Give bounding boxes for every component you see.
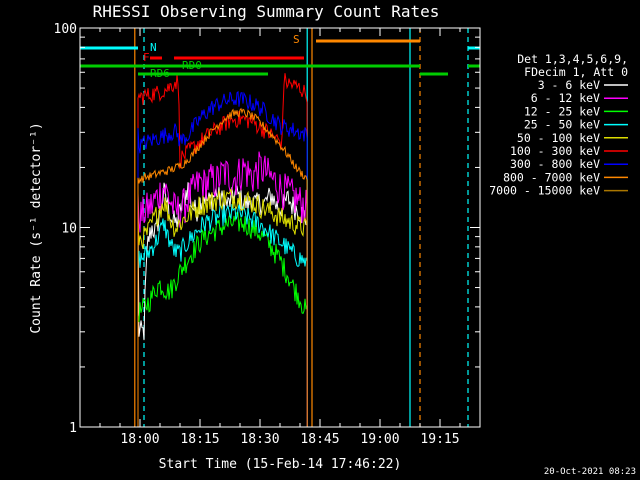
- flag-label-f: F: [143, 51, 150, 64]
- legend-label-0: 3 - 6 keV: [538, 78, 600, 92]
- legend: Det 1,3,4,5,6,9, FDecim 1, Att 0 3 - 6 k…: [489, 52, 628, 198]
- flag-label-rd6: RD6: [150, 67, 170, 80]
- x-tick-label-1: 18:15: [180, 432, 219, 447]
- flag-label-s: S: [293, 33, 300, 46]
- plot-area: [134, 28, 469, 428]
- legend-label-2: 12 - 25 keV: [524, 104, 600, 118]
- series-line-7: [137, 107, 308, 428]
- legend-label-5: 100 - 300 keV: [510, 144, 600, 158]
- x-axis-label: Start Time (15-Feb-14 17:46:22): [159, 457, 402, 472]
- y-tick-label-0: 1: [69, 421, 77, 436]
- flag-bars: N S F RD0 RD6: [80, 33, 480, 80]
- x-tick-label-5: 19:15: [420, 432, 459, 447]
- x-tick-label-2: 18:30: [240, 432, 279, 447]
- legend-label-7: 800 - 7000 keV: [503, 170, 600, 184]
- series-line-2: [137, 212, 308, 428]
- timestamp: 20-Oct-2021 08:23: [544, 467, 636, 477]
- series-line-1: [137, 151, 308, 428]
- series-line-6: [137, 90, 308, 428]
- legend-label-4: 50 - 100 keV: [517, 131, 600, 145]
- flag-label-n: N: [150, 41, 157, 54]
- legend-header-line-1: Det 1,3,4,5,6,9,: [517, 52, 628, 66]
- legend-label-6: 300 - 800 keV: [510, 157, 600, 171]
- legend-label-8: 7000 - 15000 keV: [489, 184, 600, 198]
- x-tick-label-3: 18:45: [300, 432, 339, 447]
- y-tick-label-1: 10: [61, 222, 77, 237]
- x-tick-label-0: 18:00: [120, 432, 159, 447]
- x-tick-label-4: 19:00: [360, 432, 399, 447]
- series-line-4: [137, 188, 308, 428]
- flag-label-rd0: RD0: [182, 59, 202, 72]
- series-line-3: [137, 203, 308, 428]
- y-axis-label: Count Rate (s⁻¹ detector⁻¹): [29, 122, 44, 333]
- y-tick-label-2: 100: [54, 22, 77, 37]
- legend-label-1: 6 - 12 keV: [531, 91, 600, 105]
- chart-title: RHESSI Observing Summary Count Rates: [93, 2, 440, 21]
- legend-label-3: 25 - 50 keV: [524, 118, 600, 132]
- legend-header-line-2: FDecim 1, Att 0: [524, 65, 628, 79]
- axes-frame: 18:00 18:15 18:30 18:45 19:00 19:15 1 10 100: [54, 22, 481, 447]
